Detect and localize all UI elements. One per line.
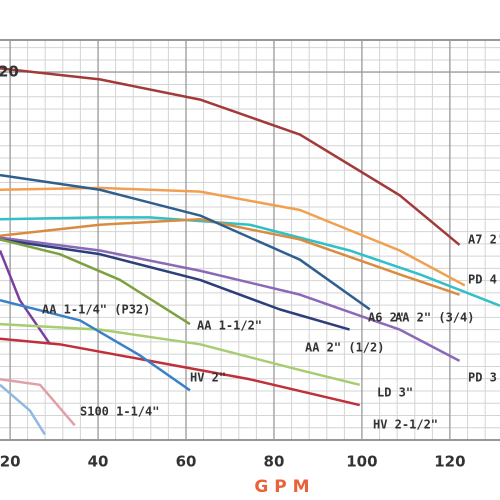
series-line — [0, 216, 500, 307]
series-label: AA 1-1/4" (P32) — [42, 303, 150, 317]
series-label: AA 2" (3/4) — [395, 311, 474, 325]
series-label: PD 3 — [468, 371, 497, 385]
series-line — [0, 378, 76, 427]
x-tick-label: 100 — [346, 453, 377, 471]
series-label: A7 2' — [468, 233, 500, 247]
series-line — [0, 298, 191, 392]
series-line — [0, 67, 461, 246]
series-label: HV 2" — [190, 371, 226, 385]
series-label: HV 2-1/2" — [373, 418, 438, 432]
x-tick-label: 120 — [434, 453, 465, 471]
series-line — [0, 238, 350, 331]
series-line — [0, 383, 46, 436]
series-label: AA 1-1/2" — [197, 319, 262, 333]
series-label: S100 1-1/4" — [80, 405, 159, 419]
series-line — [0, 236, 461, 362]
series-line — [0, 238, 191, 326]
x-axis-label: G P M — [254, 477, 309, 497]
grid — [0, 39, 500, 441]
series-line — [0, 173, 371, 311]
series-line — [0, 250, 52, 346]
series-label: AA 2" (1/2) — [305, 341, 384, 355]
series-label: LD 3" — [377, 386, 413, 400]
x-tick-label: 20 — [0, 453, 21, 471]
labels: 20 40 60 80 100 120 20 A7 2' PD 4 AA 2" (3/4)A6 2… — [0, 63, 500, 471]
y-tick-label: 20 — [0, 63, 19, 81]
series-label: PD 4 — [468, 273, 497, 287]
x-tick-label: 60 — [176, 453, 197, 471]
series-label: A6 2" — [368, 311, 404, 325]
x-tick-label: 80 — [264, 453, 285, 471]
series-line — [0, 337, 361, 407]
series-line — [0, 186, 466, 287]
series-line — [0, 322, 361, 387]
plot-area — [0, 67, 500, 436]
series-line — [0, 217, 460, 296]
x-tick-label: 40 — [88, 453, 109, 471]
